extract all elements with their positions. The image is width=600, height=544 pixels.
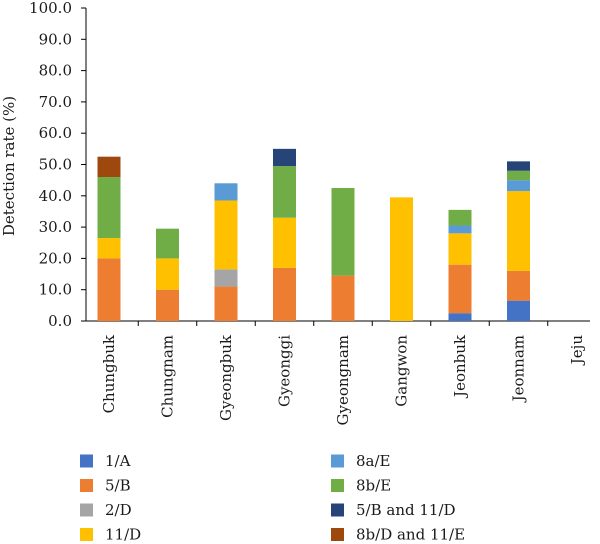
y-tick-label: 90.0	[39, 30, 72, 48]
bar-segment	[156, 258, 179, 290]
x-category-label: Gyeonggi	[276, 335, 294, 407]
y-tick-label: 10.0	[39, 281, 72, 299]
x-category-label: Chungnam	[159, 335, 177, 418]
bar-segment	[156, 289, 179, 321]
bar-segment	[97, 258, 121, 321]
bar-segment	[97, 177, 121, 239]
bar-segment	[214, 200, 238, 270]
bars	[97, 148, 530, 321]
y-tick-label: 60.0	[39, 124, 72, 142]
legend-label: 1/A	[105, 452, 131, 470]
bar-segment	[97, 156, 121, 178]
x-category-label: Gyeongbuk	[217, 334, 235, 421]
y-axis-label: Detection rate (%)	[0, 96, 18, 236]
bar-segment	[390, 197, 413, 321]
x-category-label: Jeju	[568, 335, 586, 367]
y-tick-label: 30.0	[39, 218, 72, 236]
legend-label: 8a/E	[356, 452, 391, 470]
y-tick-label: 40.0	[39, 187, 72, 205]
x-category-label: Jeonbuk	[451, 334, 469, 399]
y-tick-label: 50.0	[39, 156, 72, 174]
bar-segment	[507, 170, 530, 181]
legend-label: 11/D	[105, 526, 141, 544]
x-category-label: Chungbuk	[100, 334, 118, 413]
bar-segment	[273, 148, 296, 167]
y-tick-label: 100.0	[29, 0, 72, 17]
bar-segment	[214, 183, 238, 201]
bar-segment	[448, 264, 472, 314]
legend: 1/A 5/B 2/D 11/D 8a/E 8b/E 5/B and 11/D 8b/D an…	[80, 452, 465, 544]
legend-label: 5/B and 11/D	[356, 501, 456, 519]
legend-swatch	[331, 528, 344, 541]
bar-segment	[448, 313, 472, 321]
legend-swatch	[331, 454, 344, 468]
bar-segment	[273, 166, 296, 218]
bar-segment	[448, 233, 472, 265]
legend-label: 5/B	[105, 477, 131, 495]
bar-segment	[97, 238, 121, 259]
legend-swatch	[80, 454, 93, 468]
legend-swatch	[80, 503, 93, 517]
x-category-label: Gyeongnam	[334, 335, 352, 425]
bar-segment	[273, 267, 296, 321]
bar-segment	[507, 191, 530, 271]
legend-label: 8b/D and 11/E	[356, 526, 465, 544]
bar-segment	[214, 269, 238, 287]
bar-segment	[507, 270, 530, 301]
y-tick-label: 80.0	[39, 62, 72, 80]
x-category-label: Gangwon	[393, 335, 411, 407]
bar-segment	[273, 217, 296, 268]
bar-segment	[156, 228, 179, 259]
y-axis: 0.0 10.0 20.0 30.0 40.0 50.0 60.0 70.0 80.0 90.0 1…	[29, 0, 87, 330]
bar-segment	[214, 286, 238, 321]
legend-swatch	[331, 479, 344, 492]
bar-segment	[331, 275, 355, 321]
bar-segment	[507, 161, 530, 171]
x-axis: Chungbuk Chungnam Gyeongbuk Gyeonggi Gyeongn…	[86, 320, 590, 425]
legend-label: 2/D	[105, 501, 132, 519]
bar-segment	[448, 225, 472, 234]
legend-label: 8b/E	[356, 477, 391, 495]
legend-swatch	[331, 503, 344, 517]
bar-segment	[448, 209, 472, 226]
legend-swatch	[80, 528, 93, 541]
bar-segment	[331, 187, 355, 276]
bar-segment	[507, 300, 530, 321]
y-tick-label: 0.0	[48, 312, 72, 330]
bar-segment	[507, 180, 530, 192]
x-category-label: Jeonnam	[510, 335, 528, 403]
y-tick-label: 70.0	[39, 93, 72, 111]
legend-swatch	[80, 479, 93, 492]
y-tick-label: 20.0	[39, 249, 72, 267]
